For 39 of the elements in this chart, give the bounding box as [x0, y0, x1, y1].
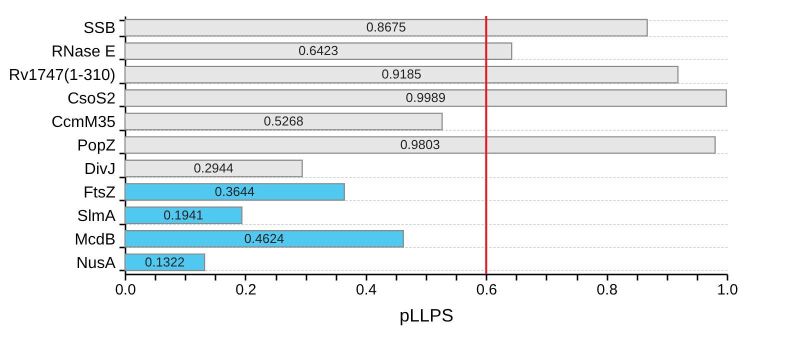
bar	[124, 160, 303, 178]
y-tick-label: RNase E	[51, 44, 116, 61]
data-label: 0.6423	[298, 43, 338, 58]
y-tick-label: CsoS2	[67, 90, 116, 108]
bar	[124, 18, 648, 37]
data-label: 0.1941	[164, 207, 204, 222]
data-label: 0.4624	[244, 230, 284, 246]
data-label: 0.8675	[366, 20, 406, 35]
data-label: 0.2944	[194, 160, 234, 176]
bar	[124, 42, 512, 60]
y-tick-label: CcmM35	[51, 114, 116, 132]
data-label: 0.9803	[400, 137, 440, 152]
bar	[124, 112, 443, 130]
x-tick-label: 1.0	[717, 282, 738, 298]
data-label: 0.1322	[144, 254, 185, 270]
x-tick-label: 0.8	[596, 282, 618, 298]
bar	[124, 183, 345, 201]
y-tick-label: Rv1747(1-310)	[8, 67, 116, 84]
y-tick-label: SlmA	[77, 208, 116, 225]
y-tick-label: NusA	[76, 254, 116, 272]
bar	[124, 66, 679, 84]
data-label: 0.9185	[382, 66, 422, 82]
x-tick-label: 0.2	[235, 282, 256, 298]
x-tick-label: 0.4	[356, 282, 377, 298]
bar	[124, 230, 404, 248]
y-tick-label: PopZ	[77, 138, 116, 154]
x-axis-title: pLLPS	[399, 306, 454, 326]
bar	[124, 136, 716, 154]
y-tick-label: DivJ	[84, 160, 116, 178]
y-tick-label: SSB	[83, 20, 116, 38]
x-tick-label: 0.6	[476, 282, 498, 298]
bar	[124, 89, 727, 107]
y-tick-label: FtsZ	[84, 184, 116, 202]
bar	[124, 206, 242, 224]
data-label: 0.5268	[264, 114, 304, 129]
y-tick-label: McdB	[74, 231, 116, 248]
data-label: 0.9989	[406, 90, 446, 106]
x-tick-label: 0.0	[115, 282, 136, 298]
data-label: 0.3644	[214, 184, 255, 199]
